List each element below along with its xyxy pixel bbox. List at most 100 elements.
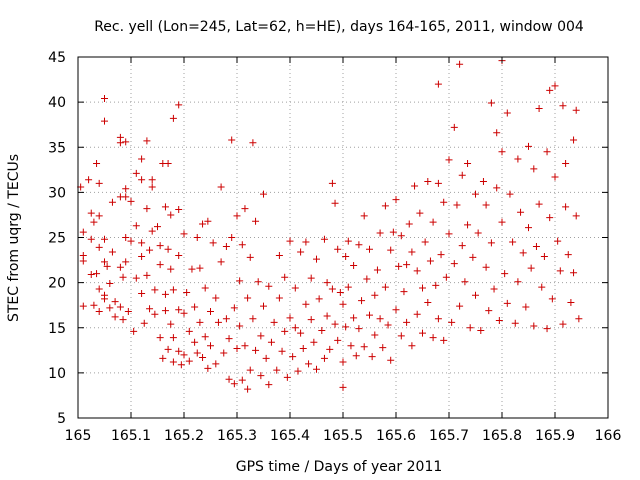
data-point: [328, 285, 336, 293]
x-tick-label: 166: [595, 428, 622, 444]
data-point: [355, 325, 363, 333]
data-point: [400, 288, 408, 296]
data-point: [161, 290, 169, 298]
data-point: [302, 300, 310, 308]
data-point: [472, 190, 479, 198]
data-point: [371, 291, 379, 299]
data-point: [320, 354, 328, 362]
data-point: [204, 364, 212, 372]
data-point: [342, 252, 350, 260]
data-point: [79, 228, 87, 236]
data-point: [122, 185, 130, 193]
data-point: [265, 381, 273, 389]
data-point: [119, 316, 127, 324]
data-point: [371, 331, 379, 339]
data-point: [148, 176, 156, 184]
data-point: [252, 217, 260, 225]
axis-ticks: 165 165.1 165.2 165.3 165.4 165.5 165.6 165.7 16…: [48, 50, 621, 444]
data-point: [392, 306, 400, 314]
data-point: [230, 304, 238, 312]
data-point: [421, 238, 429, 246]
data-point: [175, 252, 183, 260]
data-point: [138, 155, 146, 163]
data-point: [445, 156, 453, 164]
data-point: [318, 326, 326, 334]
data-point: [90, 301, 98, 309]
data-point: [249, 315, 257, 323]
x-tick-label: 165.5: [323, 428, 363, 444]
data-point: [461, 278, 469, 286]
data-point: [148, 183, 156, 191]
data-point: [416, 209, 424, 217]
data-point: [267, 338, 275, 346]
data-point: [339, 300, 347, 308]
data-point: [344, 283, 352, 291]
data-point: [376, 229, 384, 237]
data-point: [146, 246, 154, 254]
data-point: [503, 299, 511, 307]
data-point: [122, 258, 130, 266]
data-point: [424, 178, 432, 186]
data-point: [490, 285, 498, 293]
data-point: [482, 201, 490, 209]
data-point: [419, 329, 426, 337]
data-point: [448, 318, 456, 326]
data-point: [572, 212, 580, 220]
data-point: [339, 383, 347, 391]
data-point: [572, 106, 580, 114]
data-point: [381, 202, 389, 210]
data-point: [403, 261, 411, 269]
data-point: [535, 200, 543, 208]
data-point: [185, 357, 193, 365]
data-point: [132, 274, 140, 282]
data-point: [177, 361, 185, 369]
data-point: [159, 354, 167, 362]
data-point: [260, 190, 267, 198]
data-point: [164, 245, 172, 253]
data-point: [519, 249, 527, 257]
data-point: [101, 258, 108, 266]
data-point: [334, 245, 342, 253]
data-point: [217, 258, 225, 266]
data-point: [220, 349, 228, 357]
data-point: [116, 303, 124, 311]
data-point: [570, 269, 578, 277]
data-point: [464, 221, 472, 229]
data-point: [434, 315, 442, 323]
data-point: [106, 304, 114, 312]
data-point: [424, 298, 432, 306]
data-point: [366, 311, 373, 319]
data-point: [241, 342, 249, 350]
data-point: [249, 139, 257, 147]
data-point: [498, 218, 506, 226]
data-point: [289, 353, 297, 361]
data-point: [122, 193, 130, 201]
data-point: [392, 196, 400, 204]
data-point: [108, 248, 116, 256]
x-tick-label: 165.1: [111, 428, 151, 444]
data-point: [331, 199, 339, 207]
data-point: [384, 321, 392, 329]
data-point: [228, 136, 236, 144]
data-point: [151, 286, 159, 294]
data-point: [199, 354, 207, 362]
data-point: [143, 137, 151, 145]
data-point: [138, 289, 146, 297]
data-point: [313, 255, 320, 263]
data-point: [225, 335, 233, 343]
data-point: [453, 201, 461, 209]
data-point: [161, 203, 169, 211]
data-point: [106, 280, 114, 288]
data-point: [143, 271, 151, 279]
data-point: [485, 307, 493, 315]
data-point: [395, 262, 403, 270]
data-point: [116, 139, 124, 147]
data-point: [397, 332, 405, 340]
data-point: [111, 298, 119, 306]
data-point: [228, 234, 236, 241]
data-point: [222, 315, 230, 323]
data-point: [498, 148, 506, 156]
data-point: [440, 336, 448, 344]
data-points: [77, 57, 583, 393]
data-point: [355, 241, 363, 249]
